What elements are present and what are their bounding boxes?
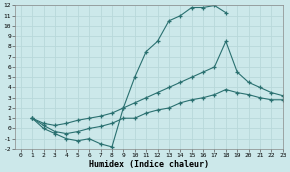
X-axis label: Humidex (Indice chaleur): Humidex (Indice chaleur) (89, 159, 209, 169)
